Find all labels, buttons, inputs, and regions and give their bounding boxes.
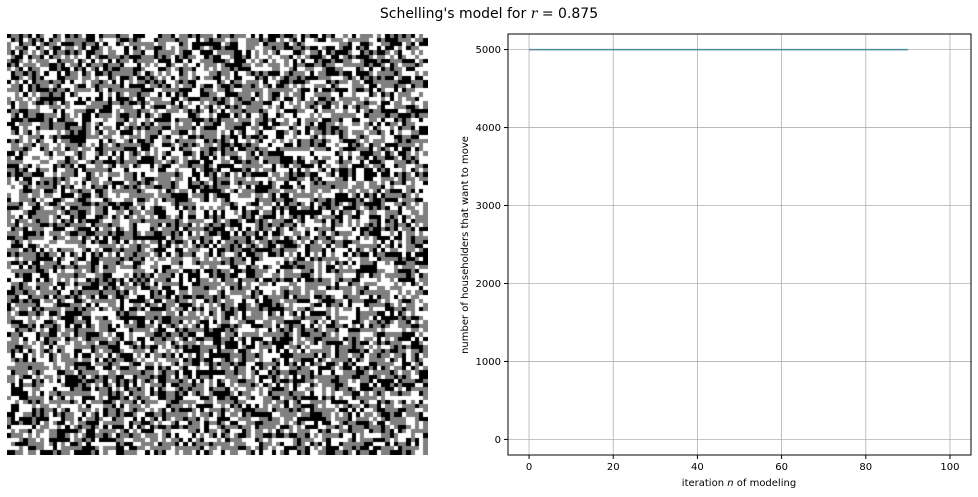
x-axis-label: iteration n of modeling bbox=[682, 478, 796, 489]
title-variable: r bbox=[530, 6, 538, 22]
x-tick-label: 40 bbox=[691, 462, 704, 473]
y-axis-label: number of householders that want to move bbox=[460, 136, 471, 354]
y-tick-label: 3000 bbox=[476, 201, 501, 212]
title-prefix: Schelling's model for bbox=[379, 6, 531, 22]
y-tick-label: 0 bbox=[495, 435, 501, 446]
schelling-grid bbox=[7, 34, 428, 455]
axes-frame bbox=[507, 33, 972, 456]
title-suffix: = 0.875 bbox=[537, 6, 599, 22]
x-axis-ticks: 0 20 40 60 80 100 bbox=[526, 455, 960, 473]
x-tick-label: 20 bbox=[607, 462, 620, 473]
y-tick-label: 5000 bbox=[476, 45, 501, 56]
x-tick-label: 60 bbox=[775, 462, 788, 473]
x-tick-label: 0 bbox=[526, 462, 532, 473]
x-tick-label: 80 bbox=[859, 462, 872, 473]
y-tick-label: 1000 bbox=[476, 357, 501, 368]
figure-title: Schelling's model for r = 0.875 bbox=[0, 6, 978, 22]
x-tick-label: 100 bbox=[940, 462, 959, 473]
plot-gridlines bbox=[508, 34, 971, 455]
y-axis-ticks: 0 1000 2000 3000 4000 5000 bbox=[476, 45, 508, 446]
y-tick-label: 4000 bbox=[476, 123, 501, 134]
y-tick-label: 2000 bbox=[476, 279, 501, 290]
